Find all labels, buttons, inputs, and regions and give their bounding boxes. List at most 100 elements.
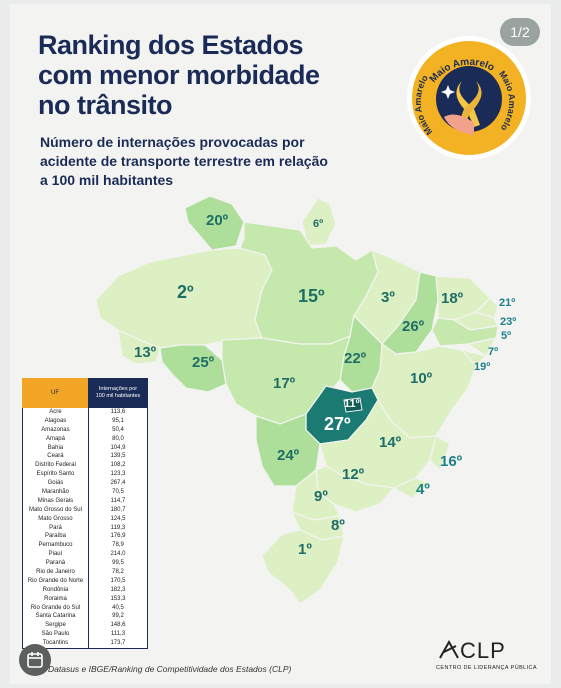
- table-cell-value: 124,5: [110, 515, 126, 522]
- rank-pr: 9º: [314, 488, 328, 505]
- table-cell-uf: Amazonas: [41, 426, 70, 433]
- state-al: [466, 337, 498, 357]
- subtitle-line-1: Número de internações provocadas por: [40, 134, 305, 150]
- rank-pb: 23º: [500, 316, 517, 328]
- table-cell-value: 111,3: [110, 631, 126, 638]
- rank-to: 22º: [344, 350, 367, 367]
- rank-pe: 5º: [501, 330, 512, 342]
- rank-ac: 13º: [134, 344, 157, 361]
- subtitle: Número de internações provocadas por aci…: [40, 133, 370, 190]
- rank-rr: 20º: [206, 212, 229, 229]
- table-cell-value: 123,3: [110, 471, 126, 478]
- rank-ma: 3º: [381, 289, 395, 306]
- rank-pi: 26º: [402, 318, 425, 335]
- table-cell-value: 267,4: [110, 480, 126, 487]
- rank-es: 16º: [440, 453, 463, 470]
- table-cell-uf: Ceará: [47, 453, 64, 460]
- state-rr: [184, 195, 245, 251]
- table-cell-uf: Rondônia: [42, 586, 69, 593]
- subtitle-line-3: a 100 mil habitantes: [40, 172, 174, 188]
- table-cell-uf: Acre: [49, 409, 62, 415]
- state-ac: [117, 328, 161, 365]
- state-rj: [392, 477, 432, 499]
- table-cell-value: 78,2: [112, 569, 124, 576]
- state-rs: [261, 529, 345, 605]
- table-cell-uf: Pará: [49, 524, 62, 531]
- table-cell-value: 119,3: [110, 524, 126, 531]
- rank-al: 7º: [488, 346, 499, 358]
- calendar-icon: [27, 652, 43, 668]
- rank-sp: 12º: [342, 466, 365, 483]
- table-cell-uf: Rio de Janeiro: [36, 569, 75, 576]
- table-cell-uf: Distrito Federal: [35, 462, 76, 469]
- rank-pa: 15º: [298, 286, 325, 306]
- table-cell-uf: Pernambuco: [38, 542, 73, 549]
- rank-rj: 4º: [416, 481, 430, 498]
- clp-logo-mark: [439, 639, 459, 659]
- state-ro: [159, 344, 227, 393]
- rank-ba: 10º: [410, 370, 433, 387]
- rank-ro: 25º: [192, 354, 215, 371]
- rank-am: 2º: [177, 282, 194, 302]
- table-cell-uf: Alagoas: [44, 417, 67, 424]
- table-cell-uf: Maranhão: [41, 489, 69, 496]
- table-header-value-line-1: Internações por: [98, 386, 138, 392]
- rank-df: 11º: [344, 398, 360, 410]
- table-header-uf: UF: [22, 378, 88, 408]
- maio-amarelo-badge: Maio Amarelo Maio Amarelo Maio Amarelo: [407, 36, 531, 160]
- state-df: [343, 397, 363, 413]
- table-header-value: Internações por 100 mil habitantes: [88, 378, 148, 408]
- table-cell-value: 95,1: [112, 417, 124, 424]
- table-cell-uf: Amapá: [45, 435, 65, 442]
- table-cell-value: 99,2: [112, 613, 124, 620]
- table-cell-uf: Santa Catarina: [35, 613, 76, 620]
- table-cell-value: 70,5: [112, 489, 124, 496]
- table-cell-uf: Paraná: [45, 560, 66, 567]
- table-cell-uf: Minas Gerais: [37, 497, 74, 504]
- state-pe: [431, 317, 499, 347]
- title-line-1: Ranking dos Estados: [38, 30, 304, 60]
- clp-logo-text: CLP: [460, 638, 506, 663]
- table-cell-value: 113,6: [110, 409, 126, 415]
- rank-mt: 17º: [273, 375, 296, 392]
- rank-go: 27º: [324, 414, 351, 434]
- state-es: [429, 435, 451, 472]
- rank-sc: 8º: [331, 517, 345, 534]
- rank-ms: 24º: [277, 447, 300, 464]
- table-cell-value: 108,2: [110, 462, 126, 469]
- table-cell-value: 114,7: [110, 497, 126, 504]
- table-header-value-line-2: 100 mil habitantes: [95, 393, 141, 399]
- table-cell-value: 80,0: [112, 435, 124, 442]
- rank-rs: 1º: [298, 541, 312, 558]
- rank-ap: 6º: [313, 218, 324, 230]
- subtitle-line-2: acidente de transporte terrestre em rela…: [40, 153, 328, 169]
- table-cell-value: 170,5: [110, 577, 126, 584]
- table-cell-value: 104,9: [110, 444, 126, 451]
- table-cell-value: 180,7: [110, 506, 126, 513]
- table-cell-value: 99,5: [112, 560, 124, 567]
- title-line-2: com menor morbidade: [38, 60, 320, 90]
- table-cell-uf: Paraíba: [44, 533, 66, 540]
- rank-se: 19º: [474, 361, 491, 373]
- calendar-button[interactable]: [19, 644, 51, 676]
- page-indicator[interactable]: 1/2: [500, 18, 540, 46]
- table-cell-uf: Espírito Santo: [36, 471, 75, 478]
- rank-rn: 21º: [499, 297, 516, 309]
- table-column-value: 113,6 95,1 50,4 80,0 104,9 139,5 108,2 123,3 267…: [89, 408, 147, 648]
- table-cell-uf: Mato Grosso do Sul: [28, 506, 82, 513]
- table-cell-uf: São Paulo: [41, 631, 70, 638]
- title-line-3: no trânsito: [38, 90, 173, 120]
- table-cell-uf: Roraima: [44, 595, 67, 602]
- table-column-uf: Acre Alagoas Amazonas Amapá Bahia Ceará Distri…: [23, 408, 89, 649]
- table-cell-value: 148,6: [110, 622, 126, 629]
- table-cell-uf: Goiás: [47, 480, 64, 487]
- table-cell-uf: Rio Grande do Norte: [27, 577, 84, 584]
- page-title: Ranking dos Estados com menor morbidade …: [38, 30, 398, 120]
- rank-ce: 18º: [441, 290, 464, 307]
- table-cell-value: 182,3: [110, 586, 126, 593]
- table-cell-uf: Tocantins: [42, 640, 69, 647]
- table-cell-uf: Bahia: [47, 444, 64, 451]
- table-cell-uf: Rio Grande do Sul: [30, 604, 81, 611]
- table-cell-value: 173,7: [110, 640, 126, 647]
